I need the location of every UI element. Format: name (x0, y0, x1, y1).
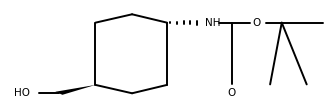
Text: HO: HO (14, 88, 30, 98)
Text: O: O (253, 18, 261, 28)
Polygon shape (55, 85, 96, 95)
Text: O: O (228, 88, 236, 98)
Text: NH: NH (205, 18, 221, 28)
